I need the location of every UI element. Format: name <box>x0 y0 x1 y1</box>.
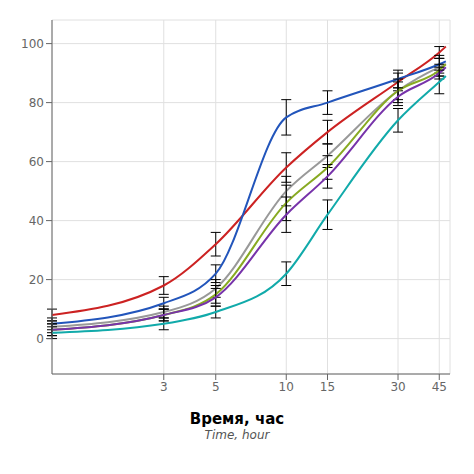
svg-text:5: 5 <box>212 380 220 394</box>
svg-text:30: 30 <box>390 380 405 394</box>
svg-text:80: 80 <box>29 96 44 110</box>
svg-text:40: 40 <box>29 214 44 228</box>
svg-text:20: 20 <box>29 273 44 287</box>
svg-text:10: 10 <box>279 380 294 394</box>
svg-text:0: 0 <box>36 332 44 346</box>
svg-text:3: 3 <box>160 380 168 394</box>
svg-text:15: 15 <box>320 380 335 394</box>
html-text:Время, час: Время, час <box>189 410 285 428</box>
svg-text:100: 100 <box>21 37 44 51</box>
svg-text:45: 45 <box>432 380 447 394</box>
svg-text:60: 60 <box>29 155 44 169</box>
html-text:Time, hour: Time, hour <box>204 428 270 442</box>
